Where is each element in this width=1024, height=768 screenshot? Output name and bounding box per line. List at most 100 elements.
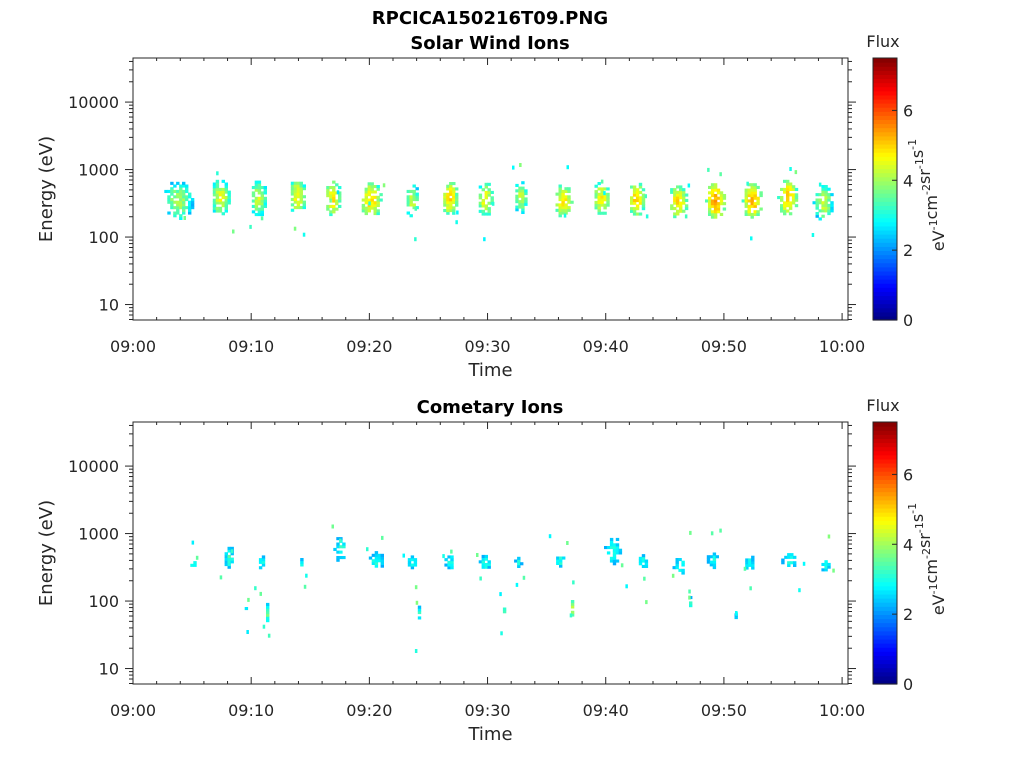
spectrogram-cell bbox=[615, 548, 620, 552]
spectrogram-cell bbox=[812, 201, 816, 205]
spectrogram-cell bbox=[713, 210, 718, 214]
spectrogram-cell bbox=[791, 198, 796, 202]
spectrogram-cell bbox=[635, 204, 640, 208]
spectrogram-cell bbox=[570, 605, 575, 609]
spectrogram-cell bbox=[215, 182, 220, 186]
spectrogram-cell bbox=[415, 206, 419, 210]
spectrogram-cell bbox=[478, 209, 483, 213]
spectrogram-cell bbox=[176, 181, 180, 185]
spectrogram-cell bbox=[678, 558, 682, 562]
spectrogram-cell bbox=[786, 198, 790, 202]
spectrogram-cell bbox=[751, 563, 755, 567]
spectrogram-cell bbox=[635, 207, 640, 211]
spectrogram-cell bbox=[179, 192, 183, 196]
spectrogram-cell bbox=[249, 224, 252, 229]
spectrogram-cell bbox=[561, 211, 565, 215]
colorbar-segment bbox=[873, 458, 897, 464]
spectrogram-cell bbox=[338, 204, 342, 208]
spectrogram-cell bbox=[688, 595, 691, 600]
spectrogram-cell bbox=[417, 611, 422, 615]
spectrogram-cell bbox=[750, 212, 754, 216]
colorbar-segment bbox=[873, 450, 897, 456]
spectrogram-cell bbox=[635, 190, 640, 194]
spectrogram-cell bbox=[380, 561, 384, 565]
spectrogram-cell bbox=[452, 187, 456, 191]
spectrogram-cell bbox=[300, 560, 304, 564]
spectrogram-cell bbox=[370, 195, 374, 199]
spectrogram-cell bbox=[824, 565, 828, 569]
spectrogram-cell bbox=[260, 202, 264, 206]
spectrogram-cell bbox=[190, 198, 195, 202]
spectrogram-cell bbox=[716, 191, 721, 195]
spectrogram-cell bbox=[182, 189, 186, 193]
spectrogram-cell bbox=[830, 209, 834, 213]
spectrogram-cell bbox=[332, 199, 336, 203]
spectrogram-cell bbox=[753, 191, 757, 195]
spectrogram-cell bbox=[597, 198, 601, 202]
spectrogram-cell bbox=[684, 207, 689, 211]
spectrogram-cell bbox=[600, 198, 604, 202]
spectrogram-cell bbox=[326, 186, 330, 190]
spectrogram-cell bbox=[555, 203, 559, 207]
spectrogram-cell bbox=[246, 630, 249, 634]
spectrogram-cell bbox=[597, 211, 601, 215]
spectrogram-cell bbox=[364, 187, 368, 191]
spectrogram-cell bbox=[712, 557, 717, 561]
spectrogram-cell bbox=[644, 564, 649, 568]
spectrogram-cell bbox=[603, 198, 607, 202]
spectrogram-cell bbox=[487, 212, 491, 216]
colorbar-segment bbox=[873, 561, 897, 566]
spectrogram-cell bbox=[254, 207, 259, 211]
spectrogram-cell bbox=[487, 560, 491, 564]
spectrogram-cell bbox=[564, 187, 568, 191]
spectrogram-cell bbox=[179, 203, 183, 207]
spectrogram-cell bbox=[781, 561, 785, 565]
spectrogram-cell bbox=[407, 560, 412, 564]
spectrogram-cell bbox=[712, 552, 717, 556]
spectrogram-cell bbox=[564, 211, 568, 215]
spectrogram-cell bbox=[609, 540, 614, 544]
spectrogram-cell bbox=[567, 208, 571, 212]
spectrogram-cell bbox=[478, 196, 483, 200]
colorbar-segment bbox=[873, 246, 897, 251]
spectrogram-cell bbox=[688, 589, 691, 594]
spectrogram-cell bbox=[747, 210, 751, 214]
colorbar-segment bbox=[873, 507, 897, 513]
spectrogram-cell bbox=[569, 613, 573, 618]
spectrogram-cell bbox=[603, 206, 607, 210]
colorbar-segment bbox=[873, 58, 897, 63]
spectrogram-cell bbox=[783, 209, 787, 213]
colorbar-segment bbox=[873, 585, 897, 591]
spectrogram-cell bbox=[790, 555, 794, 559]
spectrogram-cell bbox=[521, 192, 525, 196]
spectrogram-cell bbox=[326, 207, 330, 211]
spectrogram-cell bbox=[293, 189, 298, 193]
spectrogram-cell bbox=[830, 193, 834, 197]
spectrogram-cell bbox=[824, 187, 828, 191]
colorbar-segment bbox=[873, 536, 897, 542]
spectrogram-cell bbox=[450, 549, 453, 554]
spectrogram-cell bbox=[382, 183, 386, 188]
spectrogram-cell bbox=[744, 196, 748, 200]
colorbar-segment bbox=[873, 172, 897, 178]
spectrogram-cell bbox=[679, 209, 683, 213]
spectrogram-cell bbox=[263, 186, 267, 190]
colorbar-unit-label: eV-1cm-2sr-1s-1 bbox=[906, 139, 948, 251]
spectrogram-cell bbox=[331, 524, 334, 529]
spectrogram-cell bbox=[612, 551, 617, 555]
spectrogram-cell bbox=[379, 198, 383, 202]
spectrogram-cell bbox=[227, 190, 231, 194]
spectrogram-cell bbox=[747, 194, 751, 198]
spectrogram-cell bbox=[410, 558, 415, 562]
spectrogram-cell bbox=[335, 199, 339, 203]
spectrogram-cell bbox=[364, 212, 368, 216]
colorbar-segment bbox=[873, 156, 897, 161]
y-tick-label: 100 bbox=[88, 228, 119, 247]
spectrogram-cell bbox=[179, 187, 183, 191]
spectrogram-cell bbox=[561, 192, 565, 196]
colorbar-segment bbox=[873, 225, 897, 231]
colorbar-segment bbox=[873, 475, 897, 480]
spectrogram-cell bbox=[783, 206, 787, 210]
spectrogram-cell bbox=[684, 214, 688, 219]
spectrogram-cell bbox=[267, 633, 271, 638]
